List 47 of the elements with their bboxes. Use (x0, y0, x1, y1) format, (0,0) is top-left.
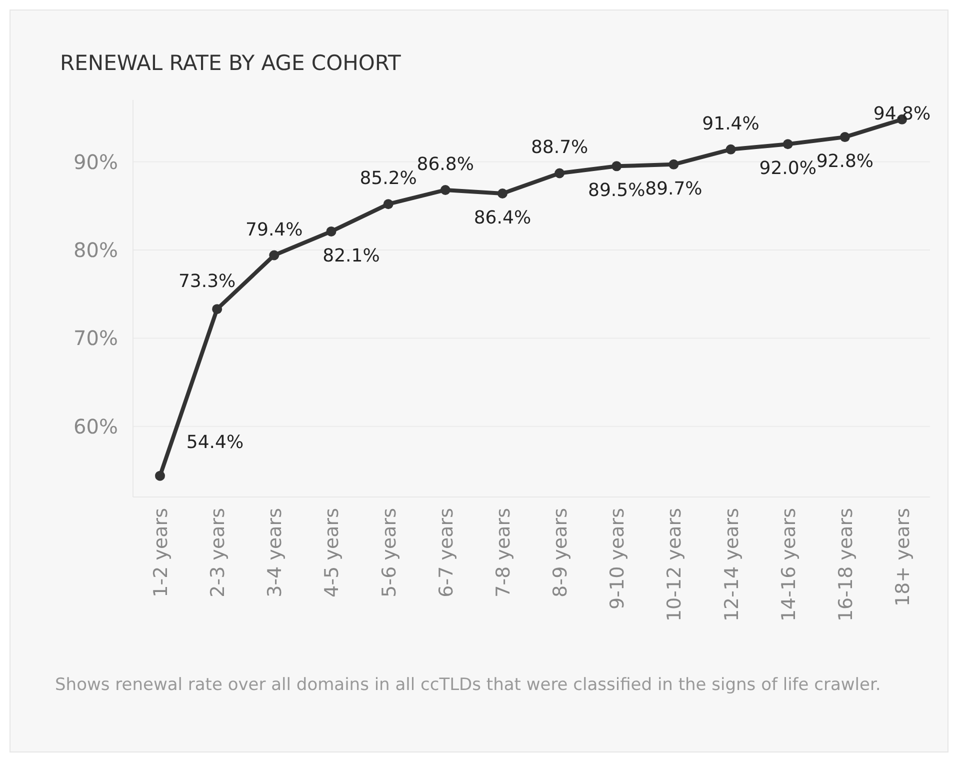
x-tick-label: 14-16 years (778, 508, 800, 622)
data-label: 92.0% (759, 158, 816, 180)
x-tick-label: 3-4 years (264, 508, 286, 598)
y-tick-label: 60% (74, 414, 118, 438)
point (269, 250, 280, 260)
x-tick-label: 10-12 years (664, 508, 686, 622)
data-label: 85.2% (360, 168, 417, 190)
point (840, 132, 850, 142)
point (782, 139, 793, 150)
y-tick-label: 90% (74, 150, 118, 174)
data-label: 73.3% (178, 271, 236, 292)
x-tick-label: 16-18 years (834, 508, 857, 622)
data-label: 86.4% (474, 208, 532, 229)
data-label: 89.7% (645, 178, 702, 200)
x-tick-label: 18+ years (892, 508, 914, 606)
x-tick-label: 6-7 years (435, 508, 458, 598)
x-tick-label: 5-6 years (378, 508, 400, 598)
point (383, 199, 394, 210)
point (497, 188, 508, 199)
point (554, 168, 565, 178)
data-label: 86.8% (416, 154, 474, 175)
data-label: 89.5% (588, 180, 646, 202)
data-label: 54.4% (186, 432, 244, 453)
data-label: 82.1% (322, 245, 380, 266)
x-tick-label: 4-5 years (321, 508, 344, 598)
point (668, 159, 679, 170)
data-label: 88.7% (530, 137, 588, 158)
data-label: 91.4% (702, 113, 760, 134)
data-label: 94.8% (873, 103, 931, 124)
point (726, 144, 736, 154)
y-tick-label: 80% (74, 238, 118, 262)
point (155, 470, 165, 481)
chart-title: RENEWAL RATE BY AGE COHORT (60, 51, 401, 75)
x-tick-label: 12-14 years (720, 508, 743, 622)
x-tick-label: 8-9 years (550, 508, 572, 598)
data-label: 79.4% (246, 219, 303, 240)
point (612, 161, 622, 172)
x-tick-label: 9-10 years (606, 508, 629, 610)
point (212, 304, 222, 314)
x-tick-label: 7-8 years (492, 508, 514, 598)
point (440, 184, 450, 195)
x-tick-label: 1-2 years (150, 508, 172, 598)
point (326, 226, 336, 236)
x-tick-label: 2-3 years (207, 508, 230, 598)
y-tick-label: 70% (74, 326, 118, 350)
text: Shows renewal rate over all domains in all ccTLDs that were classified in the signs of life crawler. (55, 674, 882, 697)
data-label: 92.8% (816, 151, 874, 172)
